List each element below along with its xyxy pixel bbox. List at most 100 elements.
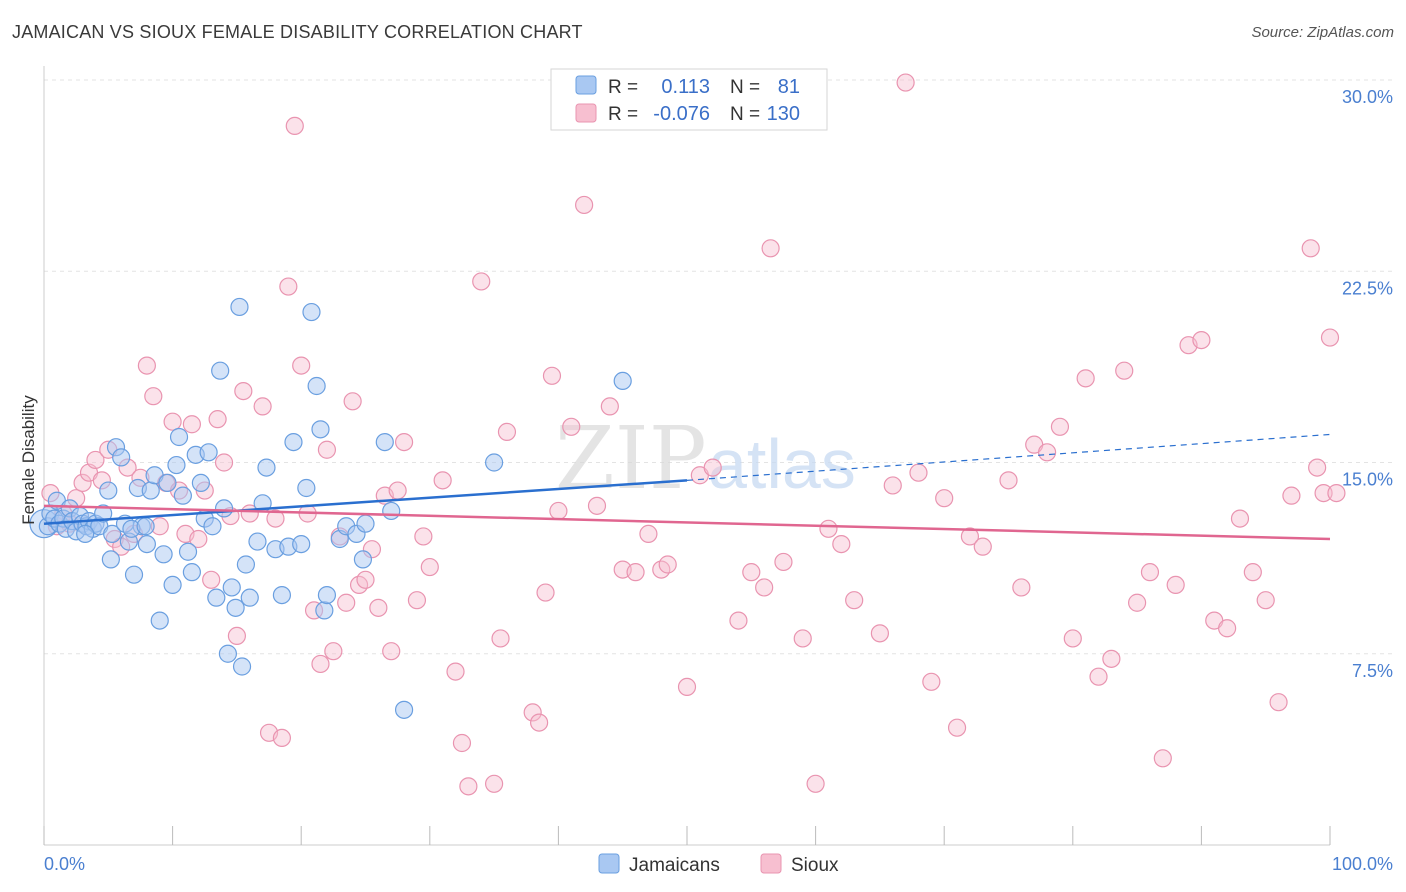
sioux-point — [1282, 486, 1301, 505]
sioux-point — [234, 382, 253, 401]
sioux-point — [208, 410, 227, 429]
sioux-point — [414, 527, 433, 546]
sioux-point — [356, 570, 375, 589]
jamaican-point — [257, 458, 276, 477]
sioux-point — [1320, 328, 1340, 347]
sioux-point — [761, 239, 780, 258]
jamaican-point — [232, 657, 252, 676]
sioux-point — [1218, 619, 1237, 638]
sioux-point — [658, 555, 677, 574]
legend-r-label: R = — [608, 77, 638, 98]
sioux-point — [896, 73, 915, 92]
jamaican-point — [353, 550, 373, 569]
sioux-point — [227, 626, 246, 646]
jamaican-point — [236, 555, 256, 574]
jamaican-point — [191, 473, 210, 492]
sioux-point — [337, 593, 356, 612]
jamaican-point — [167, 455, 186, 475]
sioux-point — [536, 583, 555, 602]
sioux-point — [845, 591, 864, 610]
legend-swatch-jamaicans — [575, 75, 597, 95]
sioux-point — [1192, 331, 1211, 350]
sioux-point — [774, 552, 793, 572]
source-note: Source: ZipAtlas.com — [1251, 24, 1394, 41]
sioux-point — [292, 356, 311, 375]
y-tick-label: 7.5% — [1352, 661, 1393, 681]
sioux-point — [163, 412, 182, 431]
sioux-point — [626, 563, 645, 582]
jamaicans-trend-line — [43, 479, 688, 525]
axes — [43, 66, 1331, 846]
sioux-point — [394, 433, 414, 452]
legend-swatch-jamaicans — [598, 853, 620, 874]
jamaican-point — [154, 545, 173, 564]
sioux-point — [1256, 591, 1275, 610]
jamaican-point — [94, 504, 113, 523]
sioux-point — [1037, 443, 1057, 462]
jamaican-point — [163, 575, 182, 595]
sioux-point — [935, 489, 954, 508]
sioux-point — [703, 458, 722, 477]
legend-n-label: N = — [730, 104, 760, 125]
sioux-point — [729, 611, 748, 630]
sioux-point — [485, 774, 504, 793]
trend-lines — [43, 433, 1331, 541]
sioux-point — [266, 509, 285, 528]
jamaican-point — [485, 453, 504, 472]
sioux-point — [1063, 629, 1082, 648]
sioux-point — [832, 534, 851, 554]
sioux-point — [523, 703, 542, 722]
sioux-point — [755, 578, 774, 597]
x-tick-label: 0.0% — [44, 854, 85, 874]
legend-r-value: -0.076 — [653, 103, 710, 125]
sioux-point — [1127, 593, 1147, 612]
legend-r-value: 0.113 — [661, 76, 710, 98]
sioux-point — [452, 733, 472, 753]
sioux-point — [420, 557, 439, 577]
jamaican-point — [248, 532, 267, 551]
sioux-point — [1166, 575, 1185, 595]
sioux-point — [137, 356, 156, 375]
jamaican-point — [382, 501, 401, 521]
sioux-point — [742, 563, 761, 582]
jamaican-point — [218, 644, 237, 663]
sioux-point — [369, 598, 388, 617]
sioux-point — [549, 501, 568, 521]
sioux-point — [793, 629, 812, 648]
sioux-point — [999, 471, 1018, 490]
jamaican-point — [356, 514, 375, 533]
sioux-point — [587, 496, 607, 515]
sioux-point — [279, 277, 298, 296]
sioux-point — [562, 417, 581, 436]
sioux-point — [542, 366, 562, 385]
sioux-point — [973, 537, 992, 556]
jamaican-point — [315, 601, 334, 620]
sioux-point — [1050, 417, 1070, 436]
sioux-point — [1140, 563, 1160, 582]
sioux-point — [1269, 693, 1288, 712]
sioux-point — [459, 777, 478, 796]
jamaican-point — [211, 361, 230, 380]
jamaican-point — [284, 433, 303, 452]
jamaican-point — [214, 499, 234, 518]
jamaican-point — [158, 473, 177, 492]
sioux-point — [1115, 361, 1134, 380]
jamaican-point — [141, 481, 160, 500]
sioux-point — [343, 392, 362, 411]
legend-swatch-sioux — [575, 103, 597, 123]
sioux-point — [189, 529, 208, 549]
sioux-point — [677, 677, 697, 697]
jamaican-point — [302, 302, 321, 322]
x-tick-labels: 0.0% 100.0% — [44, 854, 1393, 874]
sioux-point — [497, 422, 517, 441]
watermark-atlas: atlas — [708, 425, 856, 503]
jamaican-point — [103, 524, 122, 544]
jamaican-point — [99, 481, 118, 500]
sioux-point — [1314, 484, 1333, 503]
sioux-point — [870, 624, 890, 643]
jamaican-point — [226, 598, 245, 617]
sioux-point — [1301, 239, 1320, 258]
sioux-point — [947, 718, 967, 737]
sioux-point — [1102, 649, 1121, 668]
sioux-point — [491, 629, 510, 648]
